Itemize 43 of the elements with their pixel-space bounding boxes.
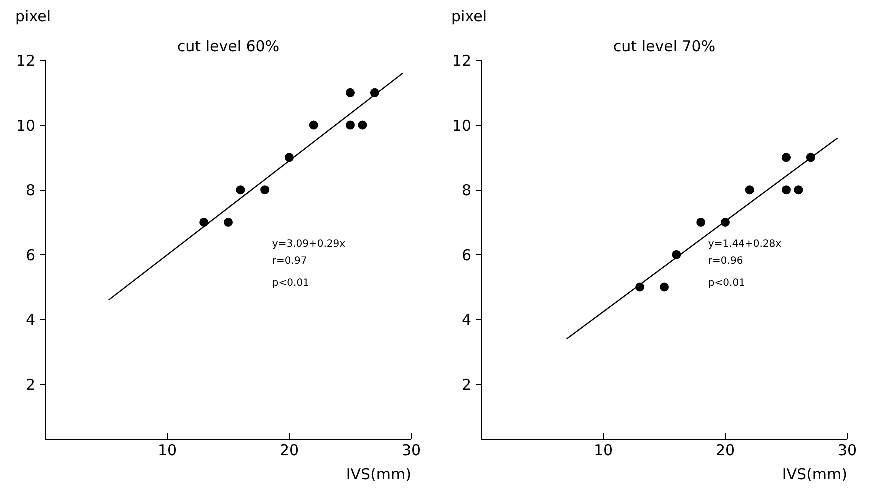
x-tick-label: 10 [594,442,614,460]
y-tick-label: 6 [26,246,36,264]
point [794,186,804,195]
y-tick-label: 10 [16,116,36,135]
y-tick-label: 8 [26,182,36,200]
y-tick-label: 4 [462,311,472,330]
annotation: r=0.96 [708,256,744,268]
point [696,218,706,227]
annotation: y=1.44+0.28x [708,239,782,250]
y-tick-label: 4 [26,311,36,330]
chart-title: cut level 70% [613,38,716,56]
point [236,186,246,195]
point [782,186,791,195]
point [745,186,754,195]
point [309,120,318,130]
y-tick-label: 12 [452,52,472,70]
y-tick-label: 6 [462,246,472,264]
y-tick-label: 10 [452,116,472,135]
point [260,186,270,195]
x-tick-label: 30 [402,442,422,460]
x-tick-label: 20 [716,442,736,460]
point [660,282,669,292]
x-tick-label: 30 [838,442,858,460]
x-axis-title: IVS(mm) [782,466,848,484]
y-axis-title: pixel [452,8,488,26]
point [782,153,791,162]
annotation: y=3.09+0.29x [272,239,346,250]
annotation: p<0.01 [708,278,746,290]
x-tick-label: 10 [158,442,178,460]
annotation: r=0.97 [272,256,308,268]
point [224,218,233,227]
x-tick-label: 20 [280,442,300,460]
point [346,88,355,98]
y-tick-label: 8 [462,182,472,200]
y-tick-label: 12 [16,52,36,70]
y-tick-label: 2 [26,376,36,394]
point [346,120,355,130]
annotation: p<0.01 [272,278,310,290]
chart-title: cut level 60% [177,38,280,56]
y-axis-title: pixel [16,8,52,26]
y-tick-label: 2 [462,376,472,394]
x-axis-title: IVS(mm) [346,466,412,484]
point [358,120,368,130]
